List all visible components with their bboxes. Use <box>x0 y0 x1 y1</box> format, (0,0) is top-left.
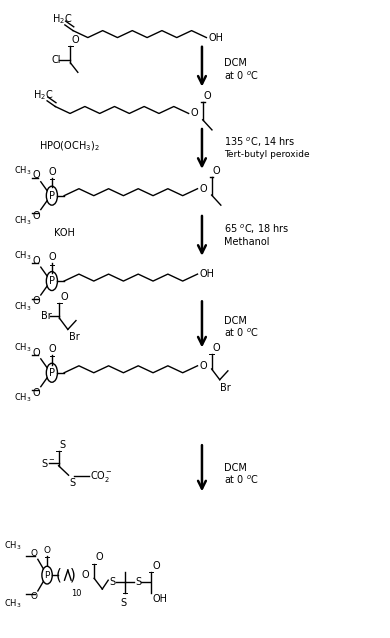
Text: CH$_3$: CH$_3$ <box>14 214 32 227</box>
Text: DCM: DCM <box>224 316 247 325</box>
Text: H$_2$C: H$_2$C <box>34 88 54 102</box>
Text: O: O <box>71 34 79 45</box>
Text: at 0 $^o$C: at 0 $^o$C <box>224 70 259 82</box>
Text: O: O <box>81 570 89 580</box>
Text: CH$_3$: CH$_3$ <box>14 164 32 177</box>
Text: P: P <box>49 276 55 286</box>
Text: CH$_3$: CH$_3$ <box>14 249 32 262</box>
Text: P: P <box>44 570 50 580</box>
Text: O: O <box>213 166 220 176</box>
Text: at 0 $^o$C: at 0 $^o$C <box>224 327 259 339</box>
Text: CH$_3$: CH$_3$ <box>4 540 21 553</box>
Text: KOH: KOH <box>54 228 74 239</box>
Text: DCM: DCM <box>224 463 247 473</box>
Text: O: O <box>95 553 103 563</box>
Text: P: P <box>49 367 55 378</box>
Text: O: O <box>48 167 56 177</box>
Text: OH: OH <box>199 269 214 279</box>
Text: O: O <box>32 170 40 181</box>
Text: Br: Br <box>69 332 79 342</box>
Text: CO$_2^-$: CO$_2^-$ <box>90 469 113 484</box>
Text: CH$_3$: CH$_3$ <box>14 392 32 404</box>
Text: 10: 10 <box>71 589 82 598</box>
Text: S: S <box>59 440 66 450</box>
Text: O: O <box>204 91 211 101</box>
Text: Br: Br <box>41 311 51 320</box>
Text: O: O <box>213 343 220 353</box>
Text: O: O <box>32 296 40 306</box>
Text: O: O <box>32 388 40 398</box>
Text: O: O <box>48 344 56 354</box>
Text: O: O <box>30 549 37 558</box>
Text: O: O <box>48 252 56 262</box>
Text: Methanol: Methanol <box>224 237 270 246</box>
Text: (: ( <box>56 568 62 582</box>
Text: O: O <box>32 256 40 266</box>
Text: CH$_3$: CH$_3$ <box>4 598 21 611</box>
Text: DCM: DCM <box>224 58 247 68</box>
Text: OH: OH <box>208 33 223 43</box>
Text: ): ) <box>70 568 76 582</box>
Text: O: O <box>190 108 198 119</box>
Text: Cl: Cl <box>52 55 61 64</box>
Text: 65 $^o$C, 18 hrs: 65 $^o$C, 18 hrs <box>224 222 290 235</box>
Text: at 0 $^o$C: at 0 $^o$C <box>224 474 259 486</box>
Text: S$^-$: S$^-$ <box>41 457 55 468</box>
Text: S: S <box>121 598 127 608</box>
Text: OH: OH <box>152 594 167 604</box>
Text: HPO(OCH$_3$)$_2$: HPO(OCH$_3$)$_2$ <box>39 140 99 153</box>
Text: P: P <box>49 191 55 201</box>
Text: H$_2$C: H$_2$C <box>52 12 72 26</box>
Text: O: O <box>32 211 40 221</box>
Text: O: O <box>60 292 68 302</box>
Text: O: O <box>199 361 207 371</box>
Text: Br: Br <box>220 383 231 393</box>
Text: S: S <box>135 577 141 587</box>
Text: 135 $^o$C, 14 hrs: 135 $^o$C, 14 hrs <box>224 135 296 149</box>
Text: Tert-butyl peroxide: Tert-butyl peroxide <box>224 150 310 159</box>
Text: CH$_3$: CH$_3$ <box>14 341 32 354</box>
Text: S: S <box>109 577 115 587</box>
Text: O: O <box>32 348 40 357</box>
Text: S: S <box>69 478 75 488</box>
Text: O: O <box>30 592 37 601</box>
Text: O: O <box>152 561 160 571</box>
Text: CH$_3$: CH$_3$ <box>14 300 32 313</box>
Text: O: O <box>44 546 51 555</box>
Text: O: O <box>199 184 207 194</box>
